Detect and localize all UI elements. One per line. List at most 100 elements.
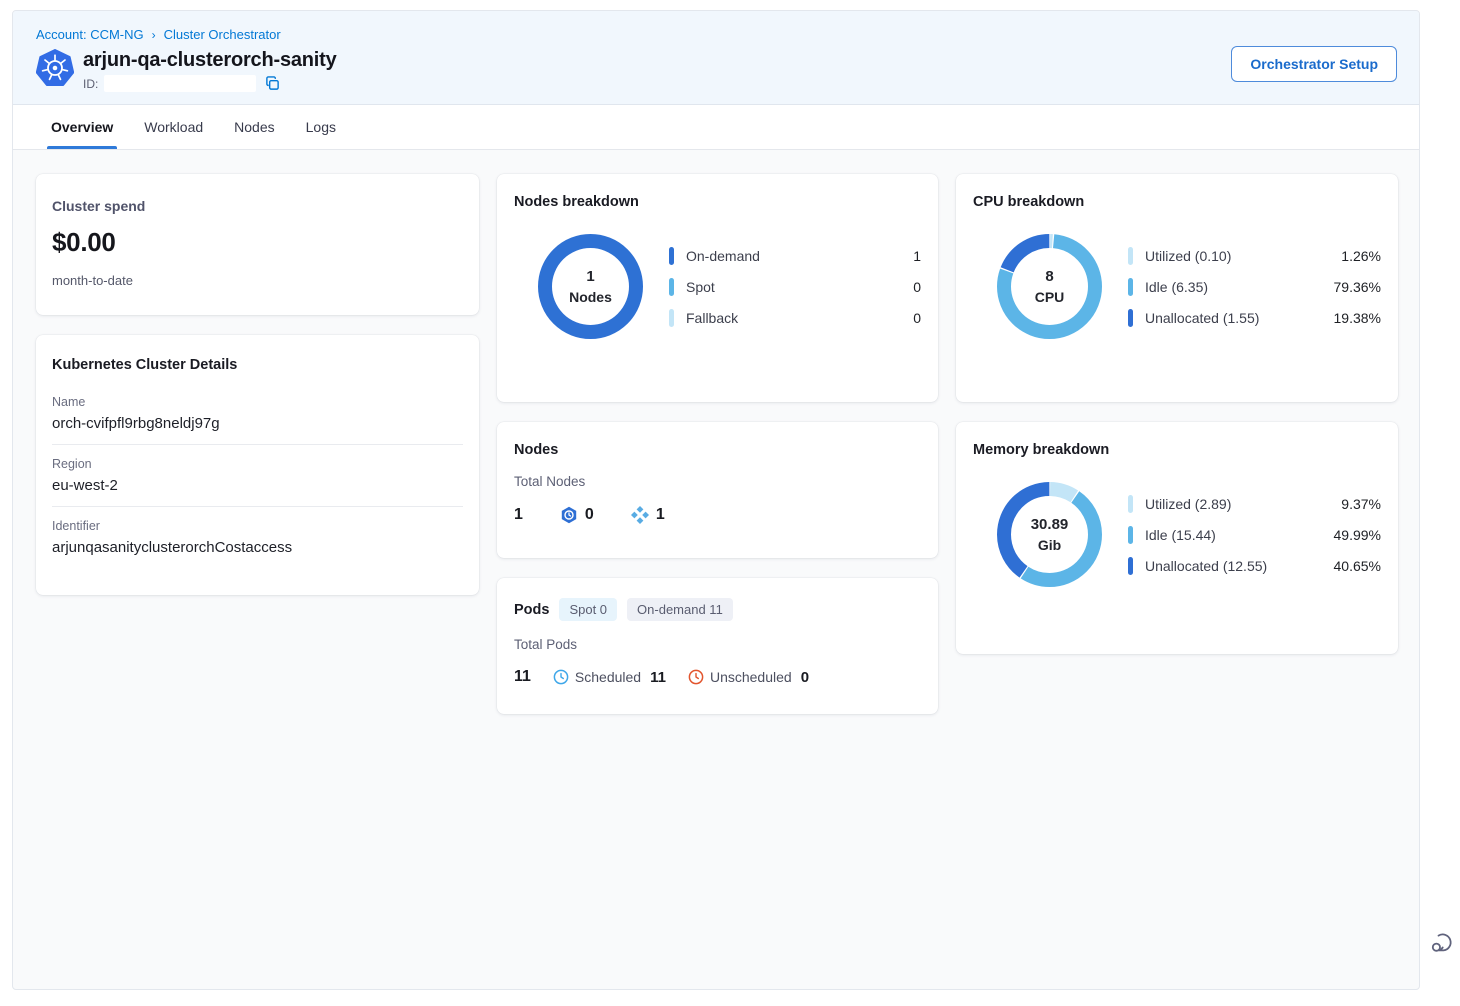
scheduled-pods-group: Scheduled 11 [553, 669, 666, 686]
donut-center: 30.89 Gib [997, 482, 1102, 587]
cpu-donut-chart: 8 CPU [997, 234, 1102, 339]
breadcrumb-account-link[interactable]: Account: CCM-NG [36, 27, 144, 42]
title-row: arjun-qa-clusterorch-sanity ID: [35, 49, 337, 92]
tab-logs[interactable]: Logs [305, 119, 336, 135]
breadcrumb-section-link[interactable]: Cluster Orchestrator [163, 27, 281, 42]
copy-icon[interactable] [265, 76, 280, 91]
nodes-card: Nodes Total Nodes 1 0 [497, 422, 938, 558]
legend-value: 1 [913, 247, 921, 264]
detail-label: Identifier [52, 519, 100, 533]
pods-spot-badge: Spot 0 [559, 598, 618, 621]
nodes-breakdown-chart-row: 1 Nodes On-demand 1 Spot 0 [514, 234, 921, 339]
donut-center-label: Nodes [569, 289, 612, 305]
memory-breakdown-legend: Utilized (2.89) 9.37% Idle (15.44) 49.99… [1128, 494, 1381, 575]
legend-swatch [1128, 525, 1133, 544]
tab-workload[interactable]: Workload [144, 119, 204, 135]
legend-item: Idle (15.44) 49.99% [1128, 525, 1381, 544]
legend-item: Unallocated (12.55) 40.65% [1128, 556, 1381, 575]
pods-title: Pods [514, 601, 550, 618]
spot-node-icon [561, 506, 577, 524]
legend-label: Fallback [686, 309, 739, 326]
spot-nodes-count: 0 [584, 506, 594, 523]
detail-label: Name [52, 395, 86, 409]
donut-center: 1 Nodes [538, 234, 643, 339]
pods-ondemand-badge: On-demand 11 [627, 598, 733, 621]
detail-field-identifier: Identifier arjunqasanityclusterorchCosta… [52, 519, 463, 556]
orchestrator-setup-button[interactable]: Orchestrator Setup [1231, 46, 1397, 82]
help-chat-icon[interactable] [1428, 928, 1456, 956]
title-block: arjun-qa-clusterorch-sanity ID: [83, 49, 337, 92]
legend-item: Spot 0 [669, 277, 921, 296]
legend-label: Spot [686, 278, 715, 295]
cluster-id-value [104, 75, 257, 92]
column-middle: Nodes breakdown 1 Nodes On-demand 1 [497, 174, 938, 714]
nodes-breakdown-title: Nodes breakdown [514, 194, 639, 210]
pods-counts-row: 11 Scheduled 11 Uns [514, 668, 921, 686]
donut-center-label: CPU [1034, 289, 1065, 305]
header-left: Account: CCM-NG › Cluster Orchestrator [35, 27, 337, 92]
memory-donut-chart: 30.89 Gib [997, 482, 1102, 587]
main-panel: Account: CCM-NG › Cluster Orchestrator [12, 10, 1420, 990]
unscheduled-clock-icon [688, 669, 704, 685]
legend-swatch [669, 277, 674, 296]
detail-field-name: Name orch-cvifpfl9rbg8neldj97g [52, 395, 463, 432]
memory-breakdown-card: Memory breakdown 30.89 Gib Utilized (2.8… [956, 422, 1398, 654]
memory-breakdown-title: Memory breakdown [973, 442, 1110, 458]
legend-item: Fallback 0 [669, 308, 921, 327]
cluster-spend-amount: $0.00 [52, 227, 116, 257]
legend-value: 40.65% [1333, 557, 1381, 574]
pods-card: Pods Spot 0 On-demand 11 Total Pods 11 S… [497, 578, 938, 714]
page-header: Account: CCM-NG › Cluster Orchestrator [13, 11, 1419, 105]
ondemand-nodes-group: 1 [630, 506, 665, 524]
unscheduled-label: Unscheduled [709, 669, 792, 685]
cluster-spend-period: month-to-date [52, 273, 133, 288]
donut-center: 8 CPU [997, 234, 1102, 339]
tab-nodes[interactable]: Nodes [234, 119, 275, 135]
scheduled-label: Scheduled [574, 669, 642, 685]
nodes-donut-chart: 1 Nodes [538, 234, 643, 339]
cpu-breakdown-chart-row: 8 CPU Utilized (0.10) 1.26% Idle (6.35) [973, 234, 1381, 339]
legend-value: 9.37% [1341, 495, 1381, 512]
legend-label: Utilized (2.89) [1145, 495, 1232, 512]
legend-value: 0 [913, 309, 921, 326]
page-title: arjun-qa-clusterorch-sanity [83, 49, 337, 71]
cpu-breakdown-card: CPU breakdown 8 CPU Utilized (0.10) [956, 174, 1398, 402]
ondemand-node-icon [630, 506, 649, 524]
legend-label: Unallocated (12.55) [1145, 557, 1268, 574]
legend-label: On-demand [686, 247, 760, 264]
legend-value: 0 [913, 278, 921, 295]
cpu-breakdown-title: CPU breakdown [973, 194, 1085, 210]
donut-ring [997, 482, 1102, 587]
donut-center-value: 30.89 [1030, 516, 1069, 533]
detail-value: orch-cvifpfl9rbg8neldj97g [52, 415, 220, 432]
total-pods-value: 11 [514, 668, 531, 685]
unscheduled-value: 0 [800, 668, 810, 686]
cpu-breakdown-legend: Utilized (0.10) 1.26% Idle (6.35) 79.36%… [1128, 246, 1381, 327]
ondemand-nodes-count: 1 [655, 506, 665, 523]
legend-swatch [669, 246, 674, 265]
detail-value: arjunqasanityclusterorchCostaccess [52, 539, 293, 556]
legend-swatch [669, 308, 674, 327]
spot-nodes-group: 0 [560, 506, 594, 524]
legend-value: 49.99% [1333, 526, 1381, 543]
donut-center-value: 1 [586, 268, 595, 285]
memory-breakdown-chart-row: 30.89 Gib Utilized (2.89) 9.37% Idle (15 [973, 482, 1381, 587]
legend-value: 79.36% [1333, 278, 1381, 295]
legend-swatch [1128, 277, 1133, 296]
donut-ring [997, 234, 1102, 339]
nodes-counts-row: 1 0 [514, 506, 921, 524]
tab-overview[interactable]: Overview [46, 105, 118, 149]
nodes-breakdown-legend: On-demand 1 Spot 0 Fallback 0 [669, 246, 921, 327]
legend-label: Unallocated (1.55) [1145, 309, 1260, 326]
detail-label: Region [52, 457, 92, 471]
column-right: CPU breakdown 8 CPU Utilized (0.10) [956, 174, 1398, 714]
legend-swatch [1128, 308, 1133, 327]
kubernetes-icon [35, 49, 75, 87]
tabbar: Overview Workload Nodes Logs [13, 105, 1419, 150]
legend-value: 1.26% [1341, 247, 1381, 264]
scheduled-value: 11 [650, 668, 666, 686]
legend-swatch [1128, 246, 1133, 265]
nodes-breakdown-card: Nodes breakdown 1 Nodes On-demand 1 [497, 174, 938, 402]
scheduled-clock-icon [553, 669, 569, 685]
